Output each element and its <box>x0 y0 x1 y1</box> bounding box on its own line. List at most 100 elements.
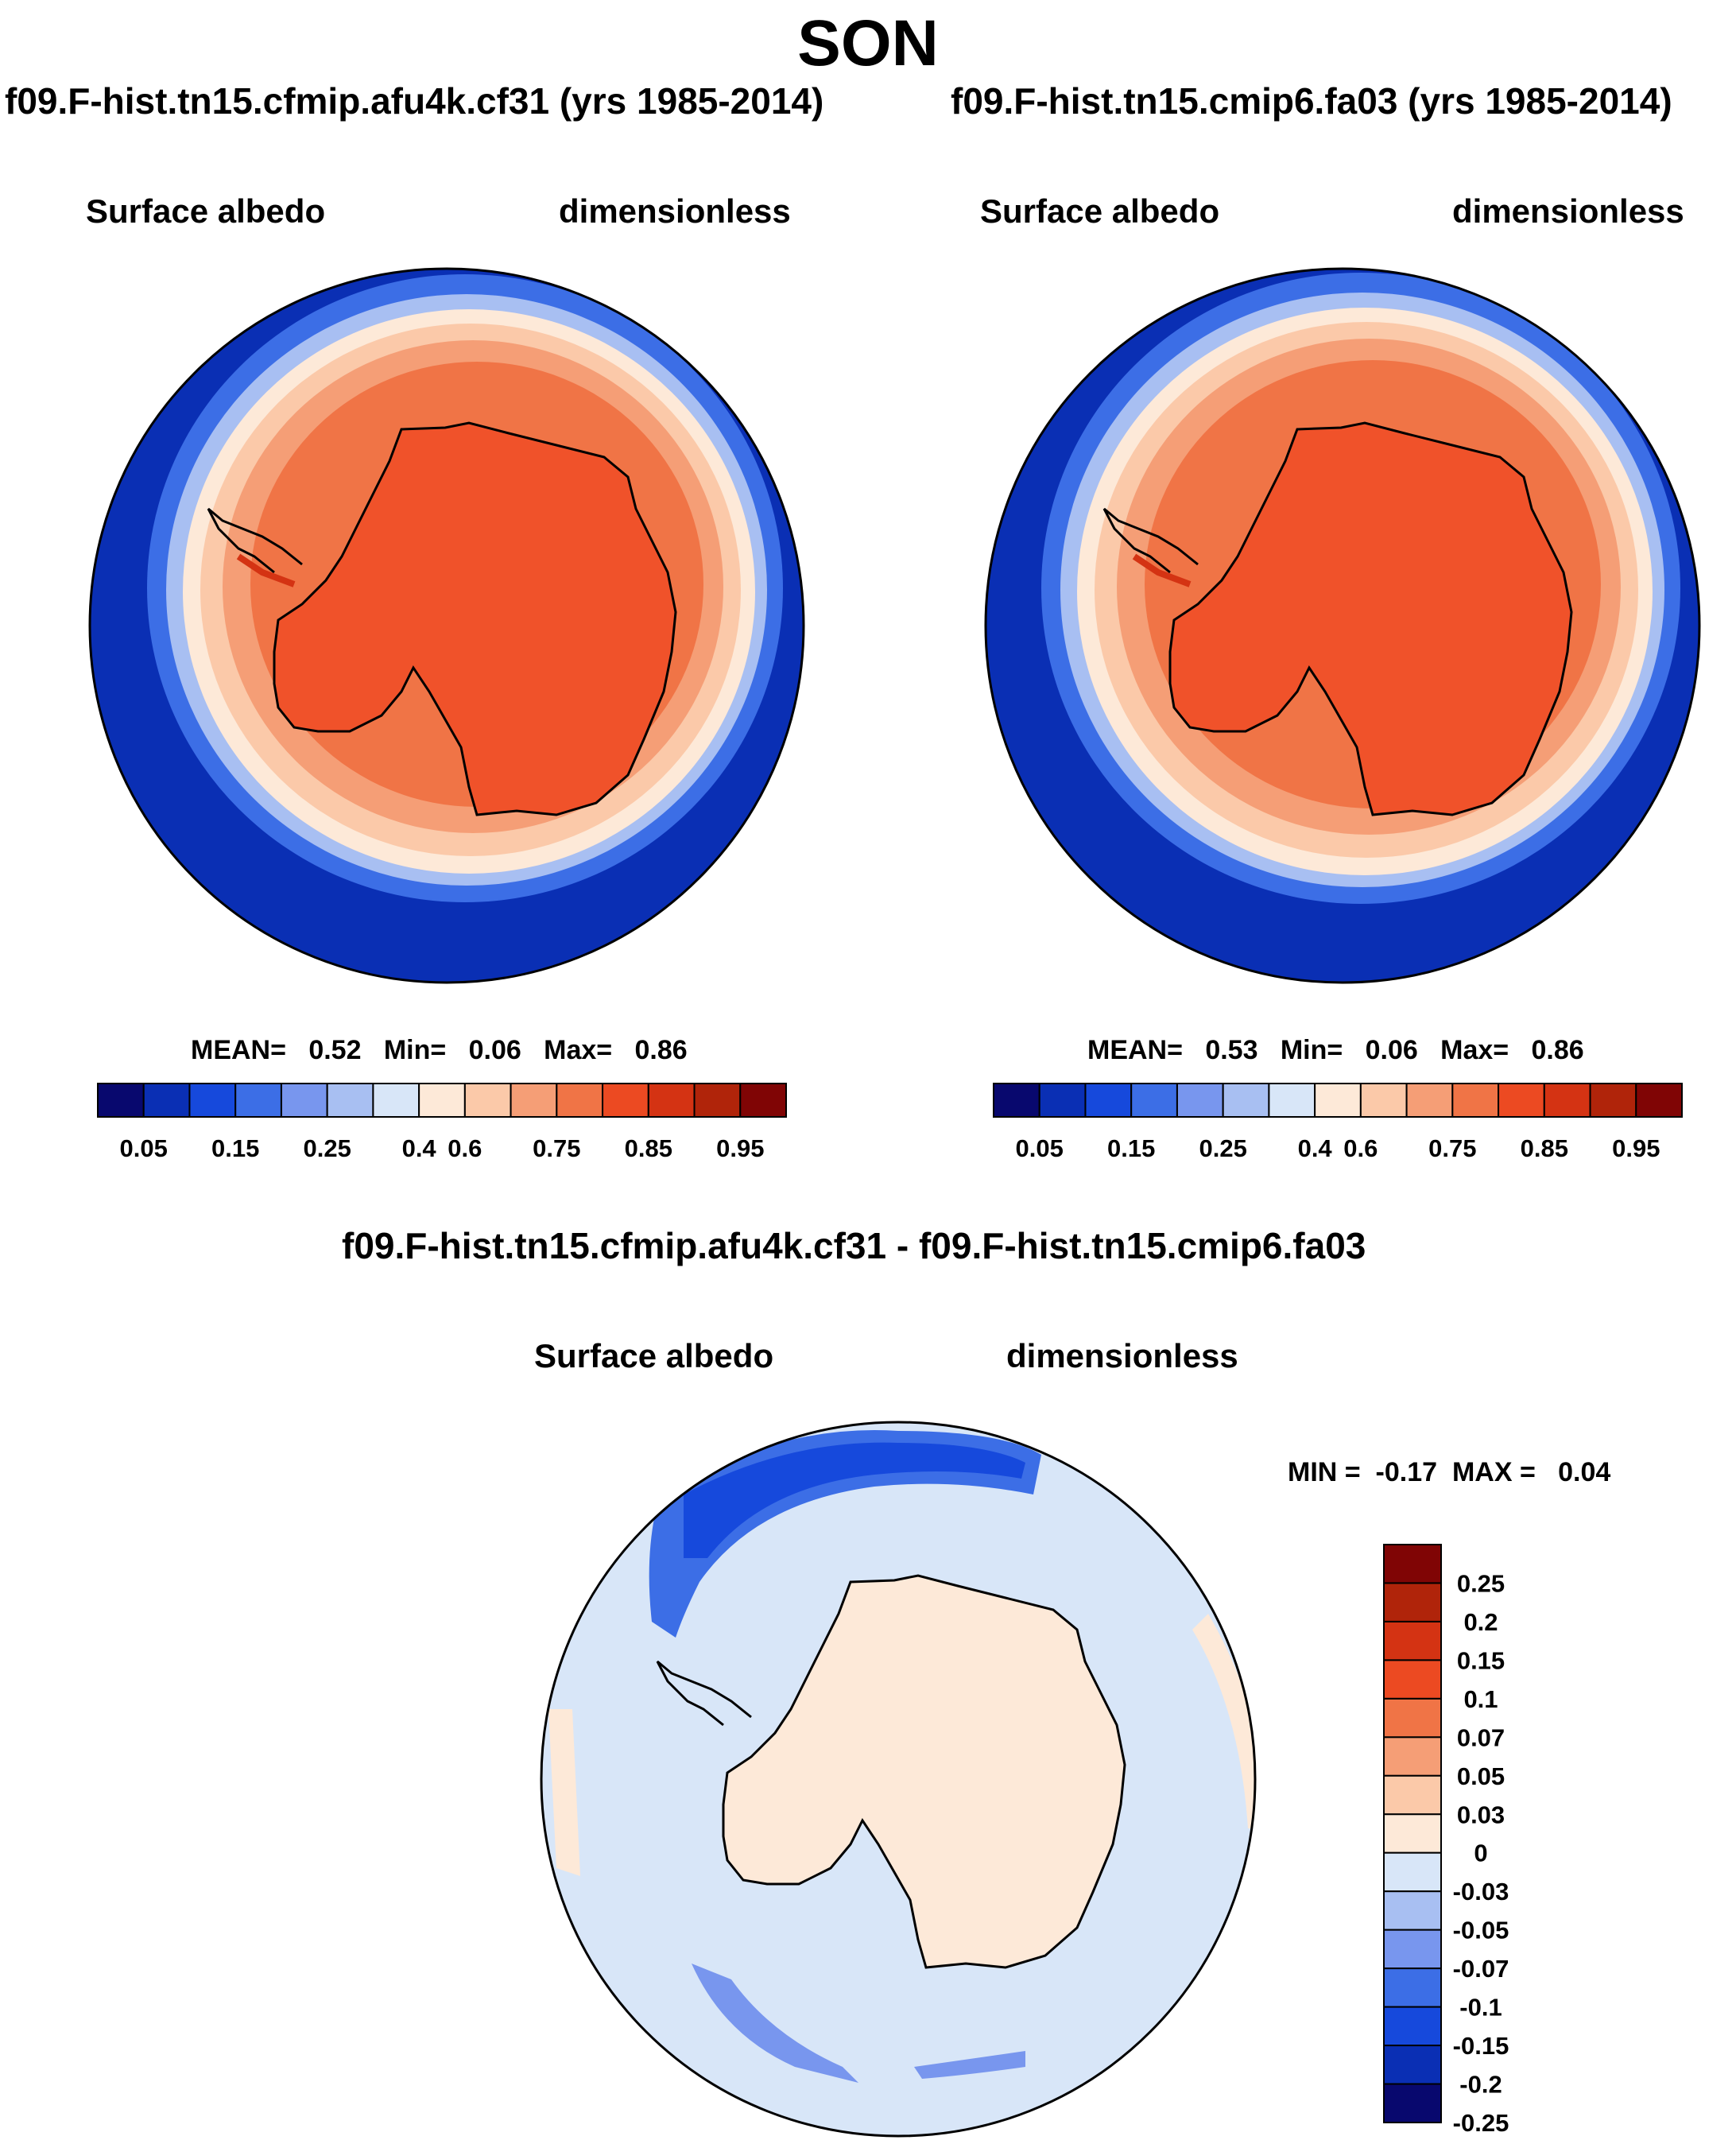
mean-label: MEAN= <box>191 1035 286 1065</box>
colorbar-tick-label: 0.6 <box>1343 1134 1378 1162</box>
colorbar-tick-label: 0.1 <box>1463 1685 1498 1713</box>
antarctic-peninsula <box>1102 507 1199 574</box>
panel1-variable: Surface albedo <box>86 192 326 230</box>
colorbar-tick-label: -0.2 <box>1459 2071 1502 2099</box>
colorbar-tick-label: -0.07 <box>1453 1955 1509 1983</box>
colorbar-swatch <box>418 1083 466 1118</box>
colorbar-swatch <box>326 1083 374 1118</box>
colorbar-tick-label: 0.15 <box>211 1134 259 1162</box>
colorbar-tick-label: 0.15 <box>1457 1646 1505 1674</box>
colorbar-tick-label: -0.25 <box>1453 2109 1509 2137</box>
colorbar-swatch <box>1383 1851 1442 1893</box>
colorbar-swatch <box>1383 1813 1442 1854</box>
colorbar-diff: 0.25 0.2 0.15 0.1 0.07 0.05 0.03 0 -0.03 -0.05 -0.… <box>1383 1544 1509 2137</box>
colorbar-swatch <box>1383 1929 1442 1970</box>
panel2-variable: Surface albedo <box>980 192 1220 230</box>
colorbar-tick-label: 0.03 <box>1457 1801 1505 1828</box>
max-value: 0.86 <box>634 1035 688 1065</box>
colorbar-swatch <box>1383 1774 1442 1816</box>
panel2-stats: MEAN= 0.53 Min= 0.06 Max= 0.86 <box>1087 1035 1584 1066</box>
antarctica-coastline <box>722 1574 1126 1969</box>
colorbar-tick-label: 0.05 <box>120 1134 168 1162</box>
colorbar-swatch <box>1176 1083 1224 1118</box>
colorbar-tick-label: -0.05 <box>1453 1917 1509 1944</box>
colorbar-tick-label: 0.75 <box>533 1134 580 1162</box>
colorbar-swatch <box>1383 1659 1442 1700</box>
min-label: Min= <box>1280 1035 1343 1065</box>
colorbar-swatch <box>1383 1967 1442 2008</box>
min-value: 0.06 <box>468 1035 521 1065</box>
colorbar-swatch <box>1383 1582 1442 1622</box>
colorbar-swatch <box>1268 1083 1316 1118</box>
negative-anomaly-south-2 <box>914 2051 1025 2079</box>
colorbar-swatch <box>234 1083 282 1118</box>
colorbar-swatch <box>1405 1083 1454 1118</box>
max-value: 0.86 <box>1531 1035 1584 1065</box>
colorbar-swatch <box>1314 1083 1362 1118</box>
panel1-units: dimensionless <box>559 192 791 230</box>
colorbar-swatch <box>280 1083 328 1118</box>
colorbar-tick-label: 0.4 <box>1298 1134 1333 1162</box>
map-border <box>540 1421 1257 2138</box>
colorbar-swatch <box>1222 1083 1270 1118</box>
mean-label: MEAN= <box>1087 1035 1183 1065</box>
colorbar-swatch <box>1383 2083 1442 2124</box>
colorbar-tick-label: 0.95 <box>716 1134 764 1162</box>
colorbar-tick-label: 0.07 <box>1457 1723 1505 1751</box>
colorbar-swatch <box>1498 1083 1545 1118</box>
colorbar-swatch <box>1543 1083 1591 1118</box>
min-value: 0.06 <box>1365 1035 1418 1065</box>
colorbar-swatch <box>1130 1083 1178 1118</box>
colorbar-tick-label: 0.6 <box>448 1134 482 1162</box>
map-diff <box>540 1421 1257 2138</box>
antarctic-peninsula <box>656 1660 752 1727</box>
positive-anomaly-west <box>548 1709 580 1876</box>
ice-shelf-contour <box>236 553 296 587</box>
diff-variable: Surface albedo <box>534 1337 774 1374</box>
positive-anomaly-east <box>1192 1614 1255 1828</box>
colorbar-tick-label: 0.2 <box>1463 1608 1498 1636</box>
panel2-units: dimensionless <box>1452 192 1684 230</box>
colorbar-swatch <box>1084 1083 1133 1118</box>
panel1-title: f09.F-hist.tn15.cfmip.afu4k.cf31 (yrs 19… <box>5 80 824 122</box>
colorbar-swatch <box>1383 2006 1442 2047</box>
colorbar-swatch <box>1383 1697 1442 1739</box>
min-label: Min= <box>383 1035 447 1065</box>
diff-title: f09.F-hist.tn15.cfmip.afu4k.cf31 - f09.F… <box>342 1225 1366 1266</box>
colorbar-swatch <box>1383 1620 1442 1661</box>
mean-value: 0.52 <box>308 1035 362 1065</box>
colorbar-swatch <box>463 1083 512 1118</box>
ice-shelf-contour <box>1132 553 1192 587</box>
min-value: -0.17 <box>1375 1457 1438 1487</box>
colorbar-tick-label: 0.85 <box>625 1134 672 1162</box>
colorbar-swatch <box>97 1083 145 1118</box>
colorbar-swatch <box>372 1083 420 1118</box>
mean-value: 0.53 <box>1205 1035 1258 1065</box>
colorbar-tick-label: 0.4 <box>402 1134 437 1162</box>
colorbar-swatch <box>1383 2045 1442 2085</box>
season-title: SON <box>797 7 939 79</box>
colorbar-panel1: 0.05 0.15 0.25 0.4 0.6 0.75 0.85 0.95 <box>97 1083 787 1162</box>
colorbar-swatch <box>647 1083 696 1118</box>
colorbar-tick-label: 0 <box>1474 1840 1487 1867</box>
colorbar-tick-label: 0.25 <box>1199 1134 1246 1162</box>
panel2-title: f09.F-hist.tn15.cmip6.fa03 (yrs 1985-201… <box>951 80 1672 122</box>
colorbar-panel2: 0.05 0.15 0.25 0.4 0.6 0.75 0.85 0.95 <box>993 1083 1683 1162</box>
colorbar-swatch <box>693 1083 742 1118</box>
max-label: Max= <box>544 1035 613 1065</box>
negative-anomaly-south <box>692 1964 858 2083</box>
colorbar-tick-label: -0.15 <box>1453 2032 1509 2060</box>
colorbar-swatch <box>1383 1544 1442 1584</box>
colorbar-swatch <box>1589 1083 1637 1118</box>
colorbar-swatch <box>1383 1890 1442 1931</box>
antarctic-peninsula <box>207 507 303 574</box>
max-value: 0.04 <box>1558 1457 1611 1487</box>
colorbar-swatch <box>602 1083 649 1118</box>
colorbar-tick-label: 0.85 <box>1521 1134 1568 1162</box>
max-label: Max= <box>1440 1035 1509 1065</box>
min-label: MIN = <box>1288 1457 1361 1487</box>
panel1-stats: MEAN= 0.52 Min= 0.06 Max= 0.86 <box>191 1035 688 1066</box>
diff-units: dimensionless <box>1006 1337 1238 1374</box>
negative-anomaly-core <box>684 1442 1025 1558</box>
